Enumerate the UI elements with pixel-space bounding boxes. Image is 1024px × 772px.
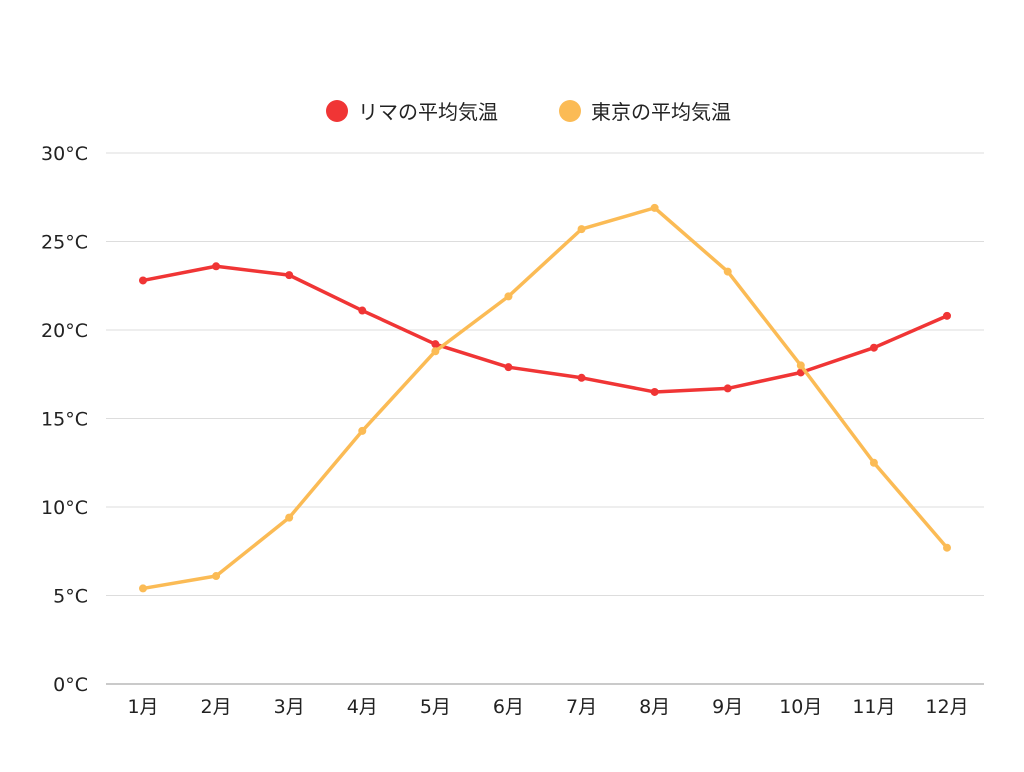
legend-item-1: 東京の平均気温 [559,100,731,124]
x-tick-label: 7月 [566,696,597,718]
legend-marker [559,100,581,122]
data-point [431,340,440,349]
data-point [504,363,513,372]
grid [106,152,984,685]
data-point [285,513,294,522]
data-point [358,306,367,315]
x-tick-label: 3月 [274,696,305,718]
series-line [141,206,949,591]
y-tick-label: 30°C [41,143,88,165]
y-tick-label: 20°C [41,320,88,342]
x-tick-label: 5月 [420,696,451,718]
data-point [358,426,367,435]
data-point [723,384,732,393]
data-point [139,584,147,593]
data-point [431,347,440,356]
data-point [869,343,878,352]
data-point [212,262,221,271]
data-point [943,311,951,320]
data-point [723,267,732,276]
x-tick-label: 2月 [201,696,232,718]
series-0 [139,262,951,396]
data-point [869,458,878,467]
y-tick-label: 0°C [53,674,88,696]
series-lines [139,203,951,593]
y-tick-label: 5°C [53,586,88,608]
series-line [141,264,949,394]
data-point [650,387,659,396]
legend-label: リマの平均気温 [358,100,498,124]
y-tick-label: 10°C [41,497,88,519]
legend-label: 東京の平均気温 [591,100,731,124]
data-point [577,225,586,234]
series-1 [139,203,951,593]
legend: リマの平均気温 東京の平均気温 [326,100,731,124]
data-point [285,271,294,280]
x-tick-label: 9月 [712,696,743,718]
data-point [650,203,659,212]
y-tick-label: 15°C [41,409,88,431]
data-point [504,292,513,301]
x-tick-label: 1月 [127,696,158,718]
x-tick-label: 12月 [925,696,968,718]
data-point [577,373,586,382]
x-tick-label: 10月 [779,696,822,718]
y-tick-label: 25°C [41,232,88,254]
legend-marker [326,100,348,122]
x-tick-label: 6月 [493,696,524,718]
data-point [212,572,221,581]
x-tick-label: 4月 [347,696,378,718]
axes: 0°C 5°C 10°C 15°C 20°C 25°C 30°C 1月 2月 3月 4月 5月 6月 7月… [41,143,969,718]
data-point [796,361,805,370]
data-point [139,276,147,285]
data-point [943,543,951,552]
legend-item-0: リマの平均気温 [326,100,498,124]
x-tick-label: 11月 [852,696,895,718]
x-tick-label: 8月 [639,696,670,718]
